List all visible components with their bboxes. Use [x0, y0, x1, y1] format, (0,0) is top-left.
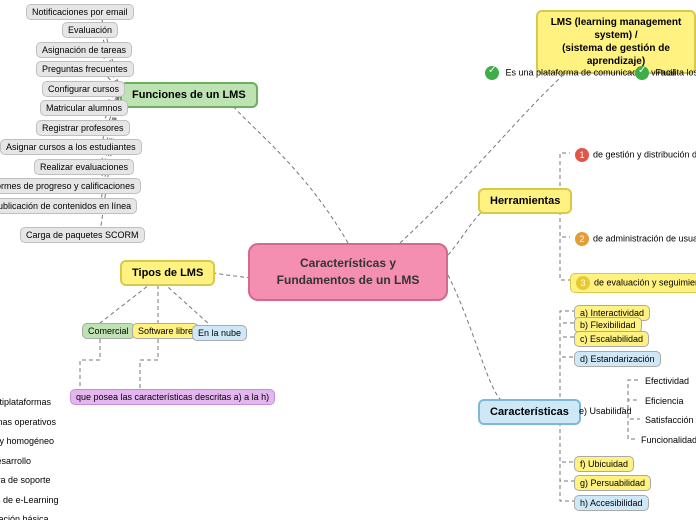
funciones-node[interactable]: Funciones de un LMS [120, 82, 258, 108]
tipos-left-item: Estilo y homogéneo [0, 434, 59, 448]
tipos-item: Comercial [82, 323, 135, 339]
tipos-left-item: Instalación básica [0, 512, 54, 520]
tipos-node[interactable]: Tipos de LMS [120, 260, 215, 286]
usabilidad-item: Efectividad [640, 374, 694, 388]
funciones-item: Preguntas frecuentes [36, 61, 134, 77]
number-badge: 1 [575, 148, 589, 162]
herramientas-node[interactable]: Herramientas [478, 188, 572, 214]
check-icon [635, 66, 649, 80]
usabilidad-item: Eficiencia [640, 394, 689, 408]
title-child-1: Facilita los procesos [630, 64, 696, 82]
caracteristicas-node[interactable]: Características [478, 399, 581, 425]
funciones-item: Asignar cursos a los estudiantes [0, 139, 142, 155]
usabilidad-item: Funcionalidad [636, 433, 696, 447]
herramientas-item: 1de gestión y distribución de contenidos [570, 146, 696, 164]
funciones-item: Configurar cursos [42, 81, 125, 97]
tipos-left-item: Activa de soporte [0, 473, 56, 487]
check-icon [485, 66, 499, 80]
number-badge: 3 [576, 276, 590, 290]
herramientas-item: 2de administración de usuarios [570, 230, 696, 248]
caracteristicas-item: c) Escalabilidad [574, 331, 649, 347]
herramientas-item: 3de evaluación y seguimiento [570, 273, 696, 293]
funciones-item: Publicación de contenidos en línea [0, 198, 137, 214]
funciones-label: Funciones de un LMS [132, 89, 246, 101]
caracteristicas-label: Características [490, 406, 569, 418]
tipos-item: En la nube [192, 325, 247, 341]
tipos-left-item: Multiplataformas [0, 395, 56, 409]
tipos-left-item: Desarrollo [0, 454, 36, 468]
funciones-item: Registrar profesores [36, 120, 130, 136]
caracteristicas-item: e) Usabilidad [574, 404, 637, 418]
tipos-sub: que posea las características descritas … [70, 389, 275, 405]
tipos-left-item: Básicas de e-Learning [0, 493, 64, 507]
caracteristicas-item: f) Ubicuidad [574, 456, 634, 472]
center-label: Características y Fundamentos de un LMS [277, 256, 420, 287]
herramientas-label: Herramientas [490, 195, 560, 207]
funciones-item: Realizar evaluaciones [34, 159, 134, 175]
funciones-item: Evaluación [62, 22, 118, 38]
tipos-label: Tipos de LMS [132, 267, 203, 279]
caracteristicas-item: d) Estandarización [574, 351, 661, 367]
center-topic[interactable]: Características y Fundamentos de un LMS [248, 243, 448, 301]
title-line1: LMS (learning management system) / [551, 17, 682, 41]
caracteristicas-item: g) Persuabilidad [574, 475, 651, 491]
caracteristicas-item: h) Accesibilidad [574, 495, 649, 511]
number-badge: 2 [575, 232, 589, 246]
tipos-left-item: Sistemas operativos [0, 415, 61, 429]
funciones-item: Asignación de tareas [36, 42, 132, 58]
funciones-item: Carga de paquetes SCORM [20, 227, 145, 243]
funciones-item: Informes de progreso y calificaciones [0, 178, 141, 194]
usabilidad-item: Satisfacción [640, 413, 696, 427]
funciones-item: Notificaciones por email [26, 4, 134, 20]
tipos-item: Software libre [132, 323, 199, 339]
funciones-item: Matricular alumnos [40, 100, 128, 116]
